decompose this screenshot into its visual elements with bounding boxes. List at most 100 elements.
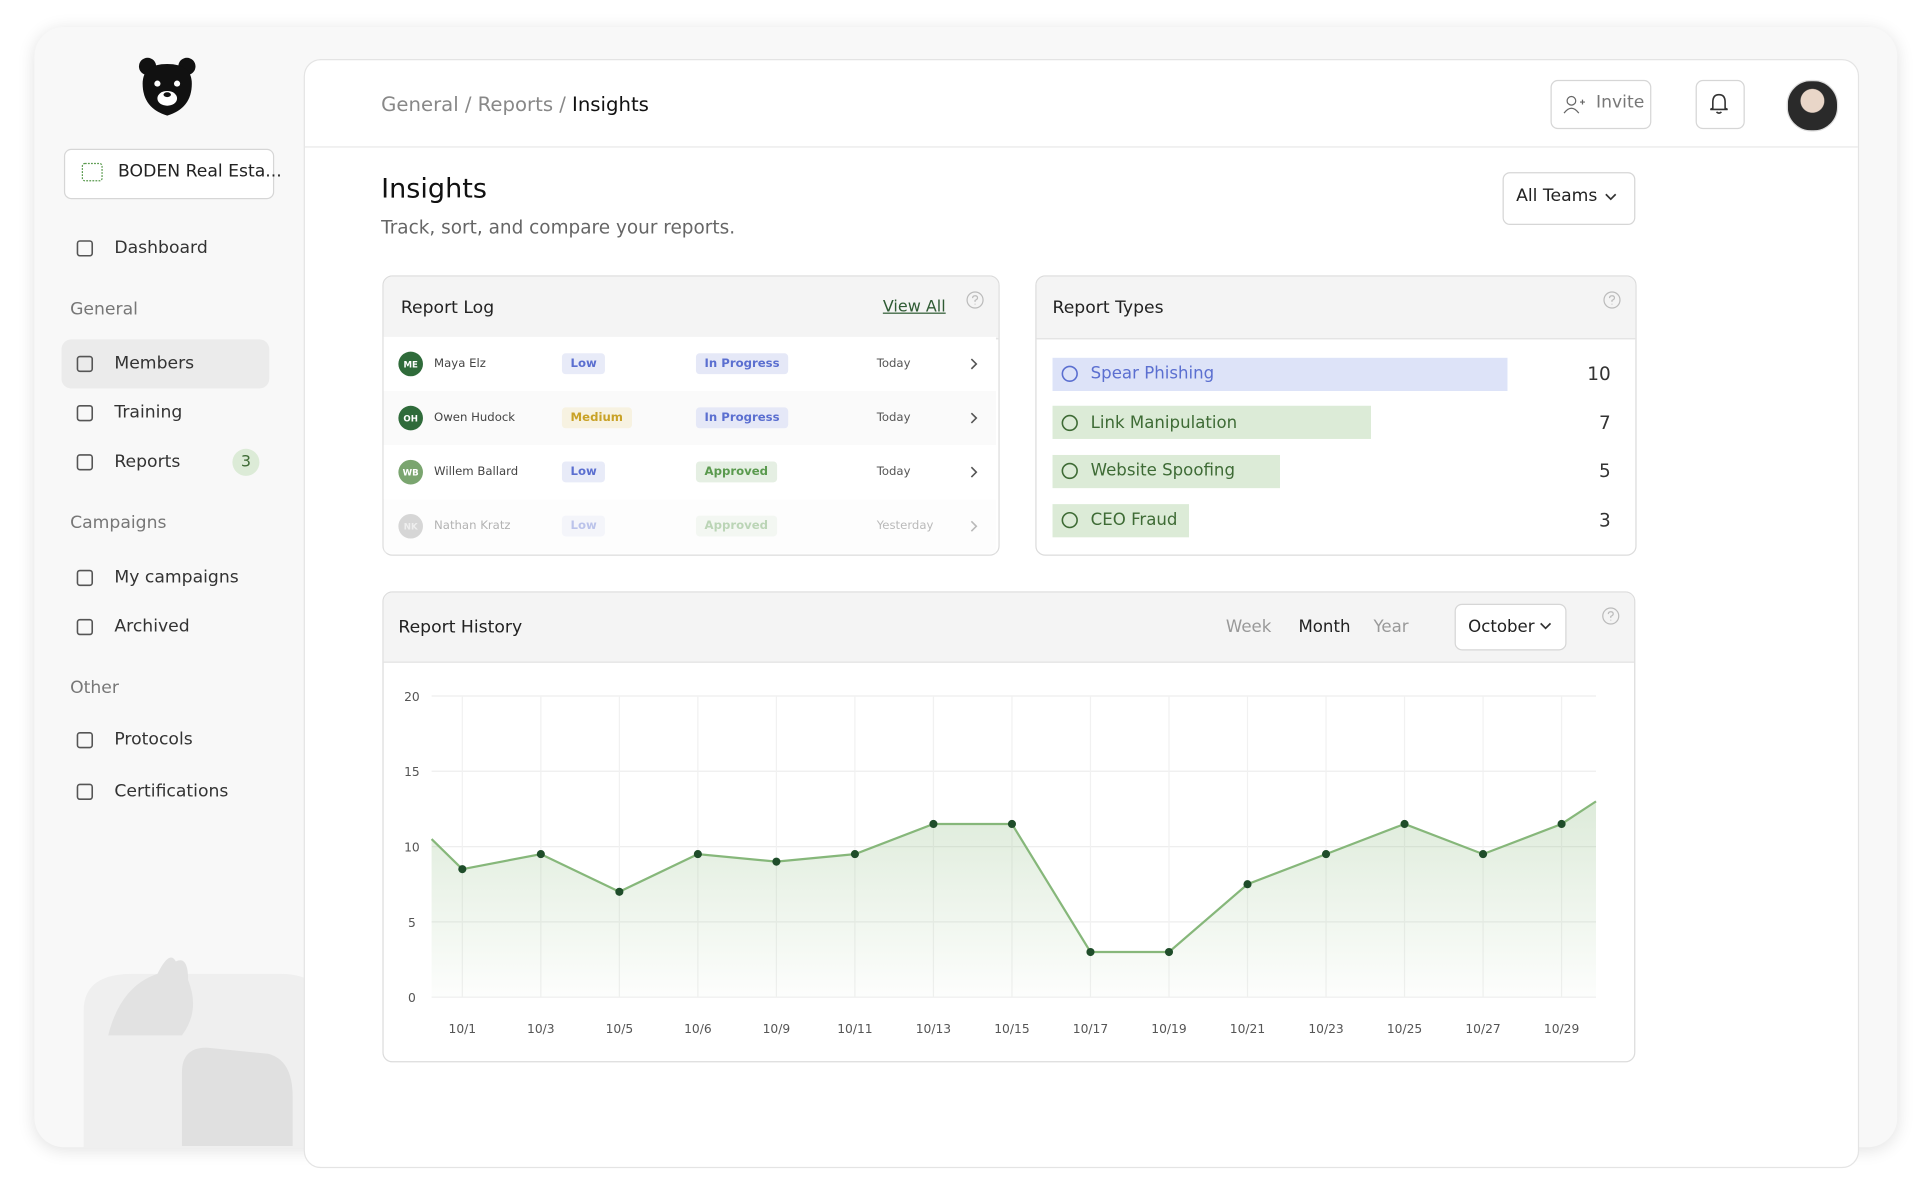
notifications-button[interactable]	[1695, 79, 1745, 130]
nav-icon	[76, 454, 94, 471]
org-selector[interactable]	[63, 148, 275, 200]
type-count: 7	[1599, 411, 1611, 434]
x-tick-label: 10/5	[606, 1022, 634, 1036]
org-icon	[81, 162, 103, 182]
y-tick-label: 10	[404, 840, 420, 854]
log-row[interactable]	[383, 391, 996, 446]
nav-icon	[76, 618, 94, 636]
badge-bg	[232, 448, 260, 476]
data-point	[1321, 850, 1331, 859]
nav-section-title: General	[70, 299, 138, 320]
x-tick-label: 10/11	[837, 1022, 872, 1036]
member-name: Willem Ballard	[434, 465, 519, 479]
card-title: Report Log	[400, 298, 495, 318]
data-point	[929, 819, 938, 829]
type-icon	[1061, 463, 1078, 480]
log-row[interactable]	[383, 445, 996, 500]
y-tick-label: 15	[404, 765, 420, 779]
nav-icon	[76, 240, 94, 257]
invite-button[interactable]	[1550, 79, 1652, 130]
x-tick-label: 10/3	[527, 1022, 555, 1036]
nav-item[interactable]: Members	[114, 353, 195, 374]
nav-item[interactable]: Protocols	[114, 729, 193, 750]
data-point	[458, 865, 467, 874]
nav-icon	[76, 355, 94, 373]
nav-icon	[76, 783, 94, 801]
breadcrumb-item[interactable]: General	[381, 92, 459, 117]
icon-shape	[76, 732, 94, 749]
type-name: Website Spoofing	[1090, 461, 1236, 482]
nav-item[interactable]: Archived	[114, 616, 190, 637]
card-header	[1036, 276, 1636, 340]
member-name: Maya Elz	[434, 356, 486, 371]
page-subtitle: Track, sort, and compare your reports.	[381, 216, 736, 239]
avatar-bg	[398, 351, 423, 377]
icon-shape	[1607, 611, 1614, 621]
type-bar	[1052, 405, 1371, 440]
severity-badge: Low	[561, 353, 606, 375]
type-icon	[1061, 512, 1078, 529]
nav-item[interactable]: My campaigns	[114, 567, 239, 588]
report-date: Today	[876, 411, 911, 425]
row-chevron	[970, 358, 978, 370]
icon-shape	[76, 240, 94, 257]
x-tick-label: 10/17	[1073, 1022, 1108, 1036]
nav-item[interactable]: Certifications	[114, 781, 229, 802]
icon-shape	[1061, 365, 1078, 382]
breadcrumb-separator: /	[559, 92, 566, 117]
nav-item[interactable]: Dashboard	[114, 238, 208, 258]
type-count: 5	[1599, 460, 1611, 483]
icon-shape	[1710, 93, 1728, 114]
data-point	[1400, 819, 1409, 829]
data-point	[536, 850, 545, 859]
period-tab[interactable]: Month	[1298, 617, 1351, 637]
icon-shape	[1563, 99, 1585, 114]
user-avatar[interactable]	[1786, 79, 1839, 132]
log-row[interactable]	[383, 336, 996, 392]
nav-item[interactable]: Training	[114, 402, 183, 423]
log-row[interactable]	[383, 499, 996, 554]
type-icon	[1061, 365, 1078, 382]
team-filter[interactable]	[1502, 172, 1636, 226]
x-tick-label: 10/6	[684, 1022, 712, 1036]
invite-icon	[1563, 95, 1585, 114]
nav-active-bg	[61, 339, 270, 389]
icon-shape	[970, 358, 978, 370]
x-tick-label: 10/25	[1387, 1022, 1422, 1036]
icon-shape	[1602, 607, 1620, 625]
icon-shape	[1566, 95, 1577, 106]
x-tick-label: 10/13	[916, 1022, 951, 1036]
icon-shape	[76, 355, 94, 373]
y-tick-label: 20	[404, 690, 420, 704]
icon-shape	[1540, 622, 1552, 630]
nav-section-title: Other	[70, 678, 119, 698]
member-name: Owen Hudock	[434, 411, 516, 425]
view-all-link[interactable]: View All	[882, 297, 946, 317]
breadcrumb-item: Insights	[572, 92, 649, 117]
page-title: Insights	[381, 174, 487, 206]
period-tab[interactable]: Week	[1225, 617, 1272, 637]
nav-item[interactable]: Reports	[114, 451, 181, 472]
period-tab[interactable]: Year	[1373, 617, 1409, 637]
type-count: 3	[1599, 509, 1611, 532]
icon-shape	[76, 783, 94, 801]
x-tick-label: 10/19	[1151, 1022, 1186, 1036]
icon-shape	[76, 454, 94, 471]
data-point	[1086, 947, 1095, 957]
avatar-initials: WB	[402, 468, 419, 479]
x-tick-label: 10/23	[1308, 1022, 1343, 1036]
status-badge: In Progress	[695, 353, 789, 375]
row-chevron	[970, 412, 978, 424]
data-point	[1164, 947, 1174, 957]
data-point	[772, 857, 781, 866]
icon-shape	[1061, 414, 1078, 431]
type-count: 10	[1587, 362, 1611, 385]
icon-shape	[1608, 295, 1616, 305]
data-point	[1007, 819, 1017, 829]
line-area	[431, 801, 1597, 998]
breadcrumb-item[interactable]: Reports	[477, 92, 554, 117]
data-point	[1479, 850, 1488, 859]
